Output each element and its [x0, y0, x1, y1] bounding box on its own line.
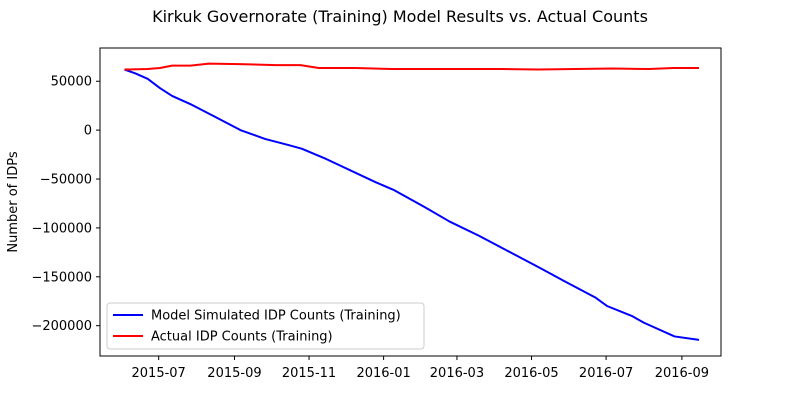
- x-tick-label: 2016-07: [579, 366, 633, 381]
- plot-frame: [99, 47, 722, 357]
- y-tick-label: 50000: [51, 75, 92, 90]
- chart-title: Kirkuk Governorate (Training) Model Resu…: [152, 7, 648, 26]
- plot-area: 2015-07 2015-09 2015-11 2016-01 2016-03 2016-…: [31, 47, 722, 381]
- y-tick-label: −150000: [31, 270, 92, 285]
- y-tick-label: −200000: [31, 319, 92, 334]
- legend-box: [106, 302, 425, 350]
- x-tick-label: 2016-03: [430, 366, 484, 381]
- x-tick-label: 2015-07: [132, 366, 186, 381]
- x-tick-label: 2016-01: [356, 366, 410, 381]
- legend: Model Simulated IDP Counts (Training) Act…: [106, 302, 425, 350]
- x-tick-label: 2015-09: [207, 366, 261, 381]
- x-tick-label: 2016-09: [655, 366, 709, 381]
- legend-label-2: Actual IDP Counts (Training): [151, 330, 333, 345]
- y-tick-label: −100000: [31, 221, 92, 236]
- x-tick-label: 2015-11: [282, 366, 336, 381]
- x-tick-label: 2016-05: [504, 366, 558, 381]
- y-tick-label: −50000: [40, 173, 92, 188]
- series-line-1: [124, 68, 700, 341]
- legend-label-1: Model Simulated IDP Counts (Training): [151, 309, 401, 324]
- y-axis-label: Number of IDPs: [6, 151, 21, 252]
- series-line-2: [124, 62, 699, 71]
- y-tick-label: 0: [84, 124, 92, 139]
